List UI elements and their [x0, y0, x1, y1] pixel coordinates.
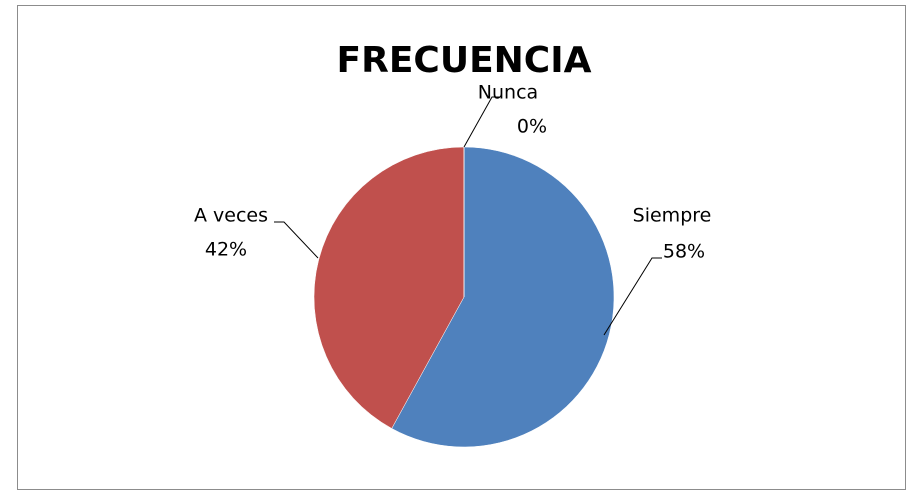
chart-title: FRECUENCIA	[337, 40, 592, 81]
value-label: 0%	[517, 116, 547, 138]
value-label: 58%	[663, 241, 705, 263]
pie-slice	[313, 146, 465, 429]
slice-label: Siempre	[633, 205, 712, 227]
leader-line	[274, 221, 319, 259]
slice-label: Nunca	[478, 82, 538, 104]
leader-line	[603, 257, 662, 336]
leader-line	[463, 96, 500, 148]
value-label: 42%	[205, 239, 247, 261]
pie-slice	[391, 146, 615, 448]
slice-label: A veces	[194, 205, 268, 227]
